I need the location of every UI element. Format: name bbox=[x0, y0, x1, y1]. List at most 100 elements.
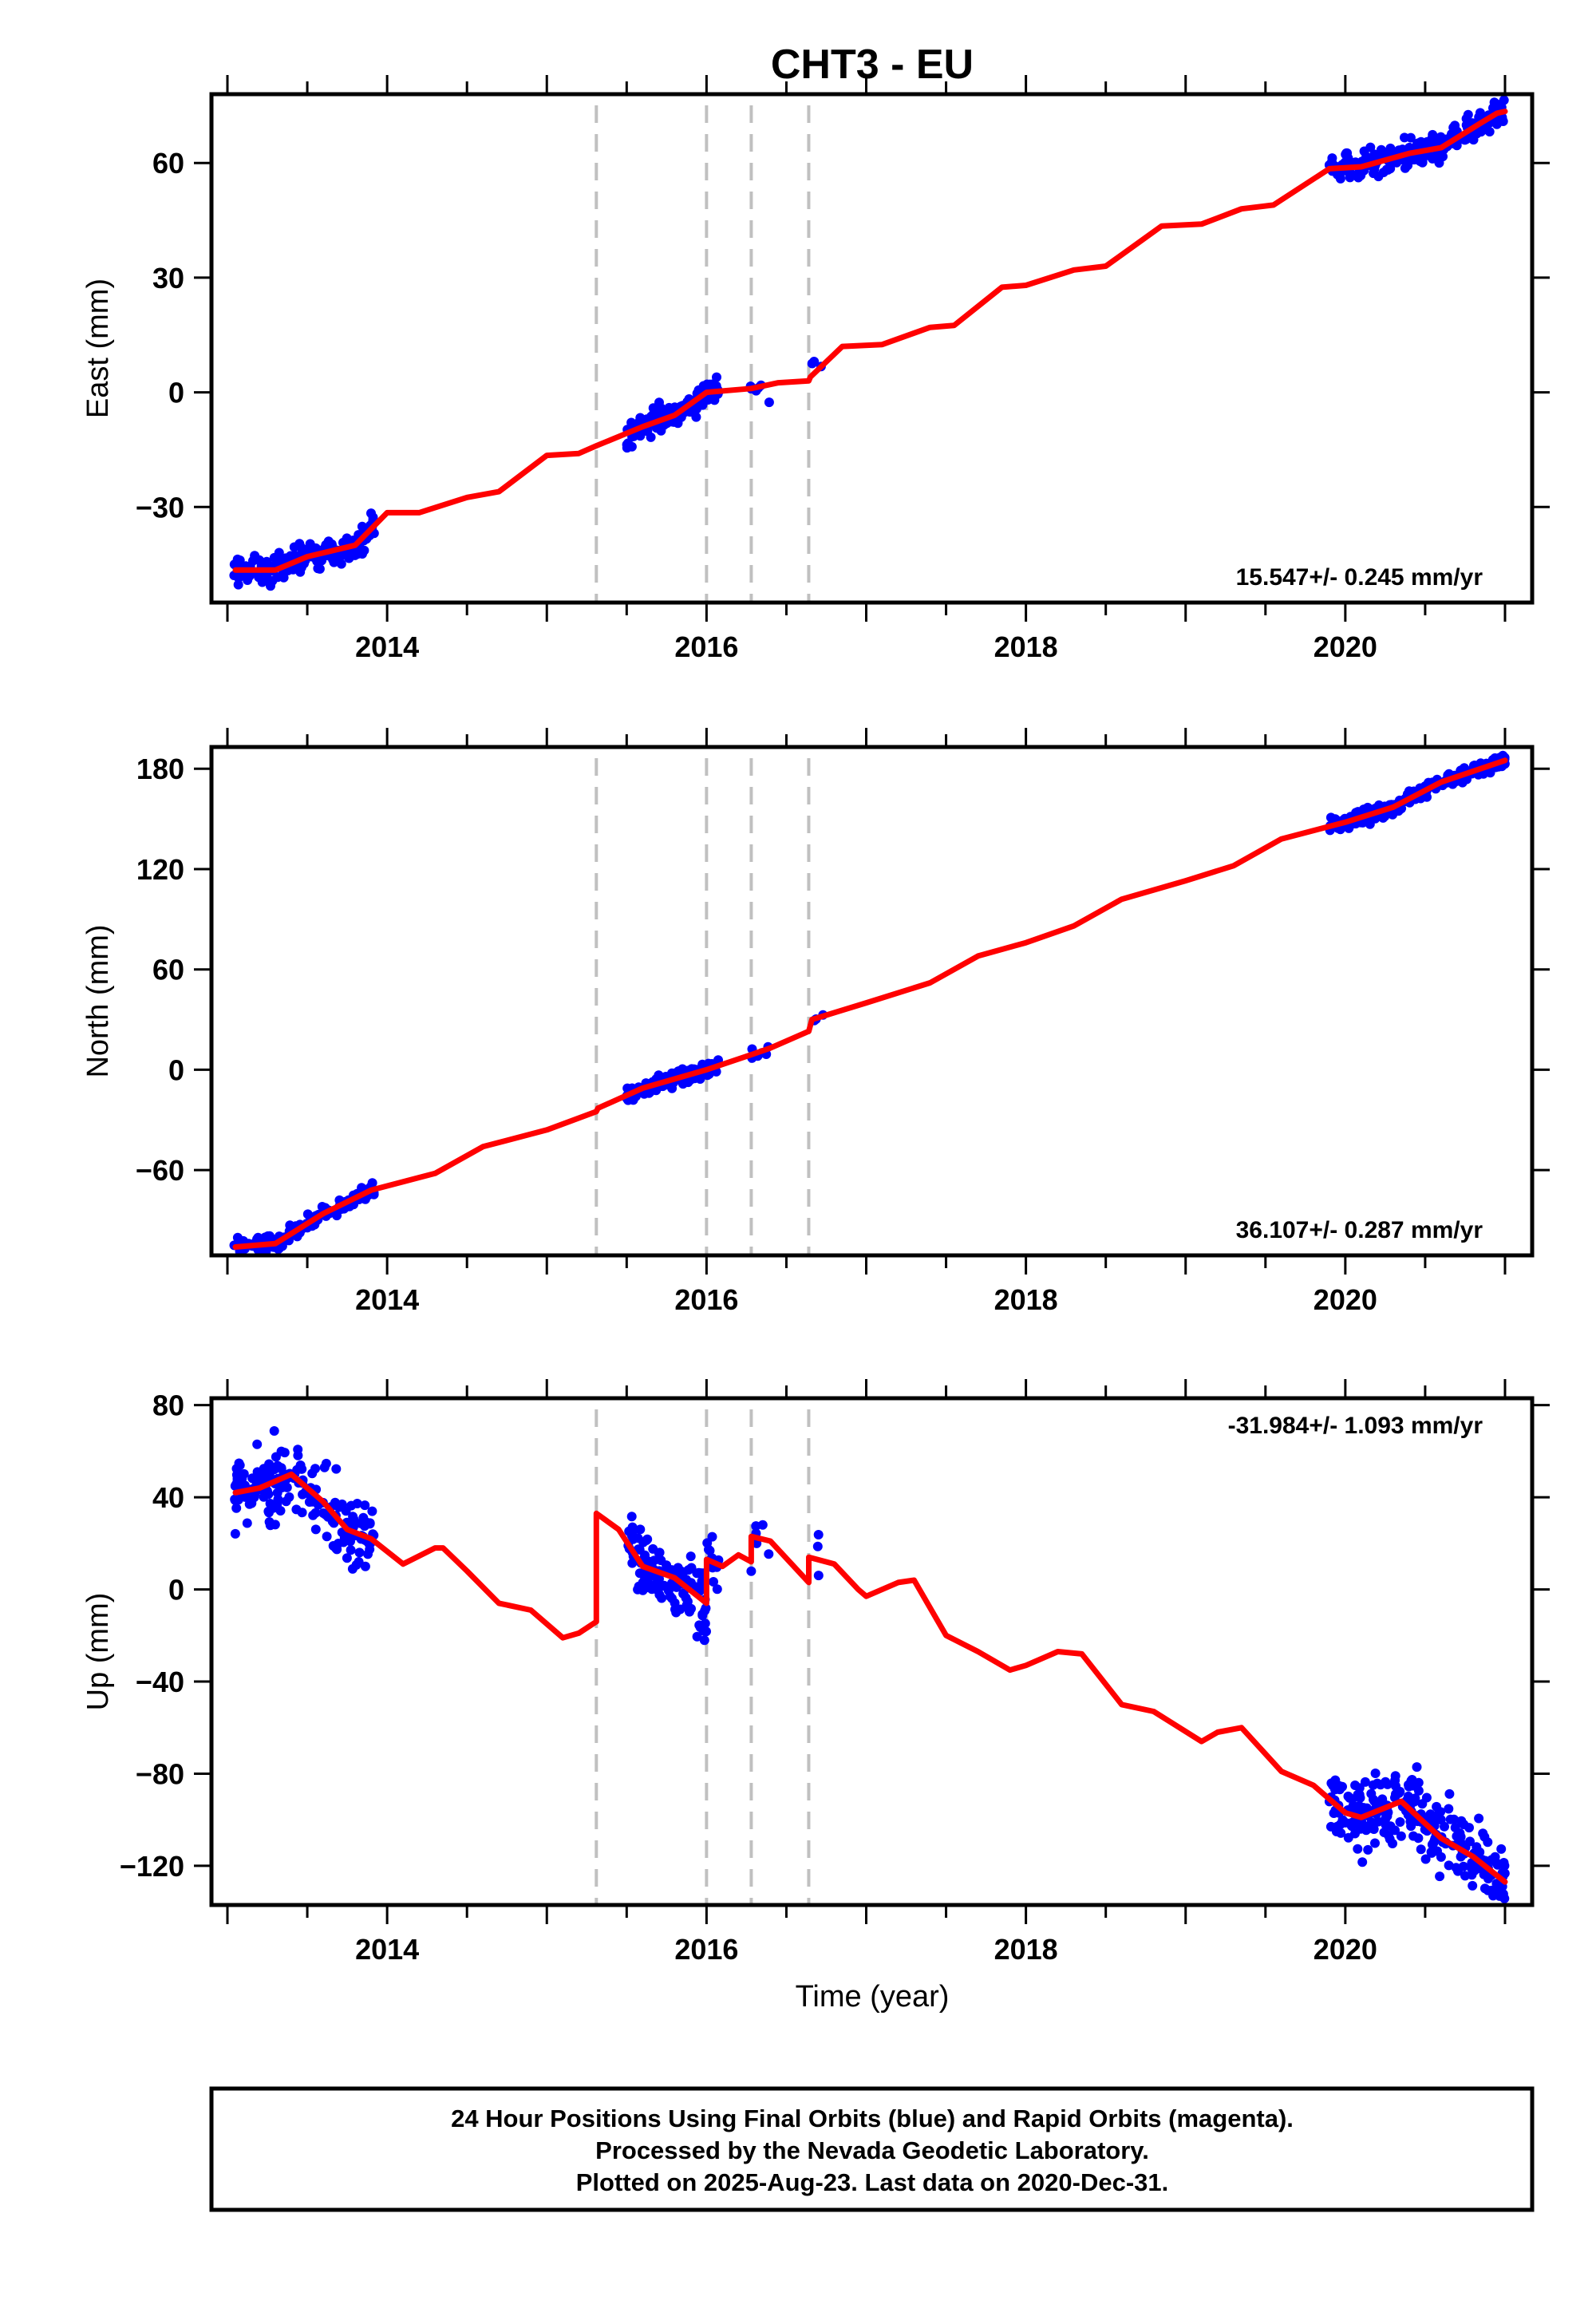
data-point bbox=[627, 1522, 638, 1532]
data-point bbox=[675, 1566, 685, 1576]
data-point bbox=[1369, 168, 1379, 178]
data-point bbox=[337, 1499, 347, 1509]
plot-frame-east bbox=[209, 92, 1535, 605]
y-tick-label: 40 bbox=[152, 1481, 184, 1514]
data-point bbox=[359, 545, 369, 555]
data-point bbox=[678, 1588, 689, 1599]
data-point bbox=[1468, 1880, 1478, 1891]
data-point bbox=[1329, 1808, 1339, 1818]
data-point bbox=[746, 1566, 757, 1576]
data-point bbox=[239, 1468, 249, 1479]
data-point bbox=[294, 539, 305, 549]
data-point bbox=[346, 1545, 356, 1555]
data-point bbox=[347, 1563, 358, 1574]
data-point bbox=[1395, 1817, 1405, 1827]
data-point bbox=[1499, 95, 1509, 105]
footer-line-3: Plotted on 2025-Aug-23. Last data on 202… bbox=[576, 2168, 1169, 2196]
data-point bbox=[1491, 1879, 1502, 1889]
data-point bbox=[685, 1551, 696, 1562]
data-point bbox=[764, 397, 774, 408]
data-point bbox=[321, 1458, 331, 1468]
data-point bbox=[1444, 1804, 1454, 1814]
x-tick-label: 2014 bbox=[355, 630, 419, 663]
data-point bbox=[626, 1512, 637, 1522]
data-point bbox=[247, 1473, 258, 1484]
data-point bbox=[1343, 1832, 1353, 1843]
footer-line-1: 24 Hour Positions Using Final Orbits (bl… bbox=[451, 2105, 1294, 2132]
rate-annotation-east: 15.547+/- 0.245 mm/yr bbox=[1236, 564, 1483, 591]
data-point bbox=[1444, 1860, 1454, 1871]
data-point bbox=[261, 559, 271, 569]
data-point bbox=[262, 1488, 272, 1498]
data-point bbox=[1450, 1823, 1460, 1832]
y-tick-label: 30 bbox=[152, 262, 184, 294]
x-tick-label: 2016 bbox=[674, 630, 738, 663]
data-point bbox=[701, 1626, 711, 1637]
data-point bbox=[293, 1445, 303, 1455]
data-point bbox=[321, 1510, 331, 1520]
data-point bbox=[1485, 768, 1495, 778]
data-point bbox=[1365, 819, 1375, 829]
data-point bbox=[1325, 1821, 1336, 1832]
data-point bbox=[354, 1557, 364, 1567]
data-point bbox=[269, 1426, 279, 1436]
data-point bbox=[692, 1631, 702, 1642]
data-point bbox=[813, 1530, 824, 1539]
data-point bbox=[634, 1581, 644, 1591]
data-point bbox=[1444, 1788, 1455, 1799]
data-point bbox=[1370, 1838, 1380, 1848]
data-point bbox=[650, 405, 660, 416]
x-tick-label: 2018 bbox=[994, 1933, 1058, 1966]
data-point bbox=[264, 1517, 275, 1527]
plot-frame-up bbox=[209, 1396, 1535, 1907]
model-line-up bbox=[232, 1471, 1508, 1885]
panel-north: 2014 2016 2018 2020 −60 0 60 120 180 North (mm) 36… bbox=[81, 728, 1550, 1316]
rate-annotation-up: -31.984+/- 1.093 mm/yr bbox=[1228, 1413, 1483, 1439]
data-point bbox=[317, 1202, 327, 1211]
data-point bbox=[279, 1448, 290, 1458]
data-point bbox=[250, 551, 260, 561]
data-point bbox=[681, 1600, 692, 1611]
data-point bbox=[1373, 1816, 1383, 1827]
y-tick-label: 0 bbox=[168, 1574, 184, 1607]
model-line-north bbox=[232, 757, 1508, 1250]
data-point bbox=[1359, 146, 1369, 156]
panel-up: 2014 2016 2018 2020 −120 −80 −40 0 40 80 Up (mm) -3… bbox=[81, 1379, 1550, 1966]
rate-annotation-north: 36.107+/- 0.287 mm/yr bbox=[1236, 1217, 1483, 1243]
y-tick-label: −60 bbox=[136, 1154, 184, 1187]
data-point bbox=[664, 402, 674, 413]
data-point bbox=[1420, 1854, 1431, 1864]
data-point bbox=[626, 417, 637, 428]
x-tick-label: 2020 bbox=[1314, 1283, 1377, 1316]
data-point bbox=[1475, 1847, 1485, 1857]
data-point bbox=[1396, 1831, 1406, 1841]
data-point bbox=[1361, 1825, 1371, 1836]
panels: 2014 2016 2018 2020 −30 0 30 60 East (mm) 15.547+… bbox=[81, 75, 1550, 1966]
data-point bbox=[1465, 1836, 1475, 1847]
data-point bbox=[308, 1510, 318, 1520]
data-point bbox=[812, 1541, 823, 1551]
data-point bbox=[1353, 807, 1363, 817]
data-point bbox=[268, 1503, 279, 1513]
data-point bbox=[665, 1591, 675, 1602]
data-point bbox=[1464, 1823, 1474, 1833]
data-point bbox=[643, 1583, 654, 1593]
model-line-east bbox=[232, 109, 1508, 573]
data-point bbox=[807, 358, 817, 369]
data-point bbox=[622, 443, 632, 453]
data-point bbox=[1362, 802, 1373, 812]
y-axis-label-up: Up (mm) bbox=[81, 1593, 115, 1711]
data-point bbox=[697, 1611, 708, 1621]
data-point bbox=[1435, 1871, 1445, 1882]
x-tick-label: 2020 bbox=[1314, 630, 1377, 663]
data-point bbox=[1373, 1778, 1382, 1788]
y-tick-label: −80 bbox=[136, 1757, 184, 1790]
data-point bbox=[295, 1460, 306, 1470]
data-point bbox=[1456, 1832, 1466, 1842]
y-tick-label: 180 bbox=[136, 753, 184, 785]
data-point bbox=[1400, 132, 1409, 143]
data-point bbox=[1445, 1814, 1456, 1824]
data-point bbox=[1458, 1861, 1468, 1871]
data-point bbox=[1381, 164, 1392, 175]
